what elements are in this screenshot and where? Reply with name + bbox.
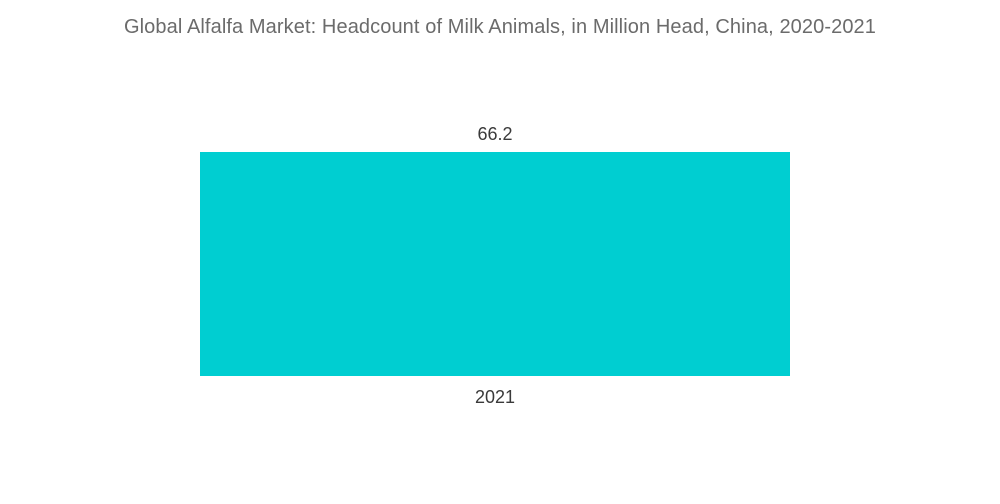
x-tick-label-2021: 2021 — [475, 387, 515, 407]
chart-title: Global Alfalfa Market: Headcount of Milk… — [123, 16, 877, 38]
data-label-2021: 66.2 — [477, 124, 512, 144]
bar-2021 — [200, 152, 790, 376]
